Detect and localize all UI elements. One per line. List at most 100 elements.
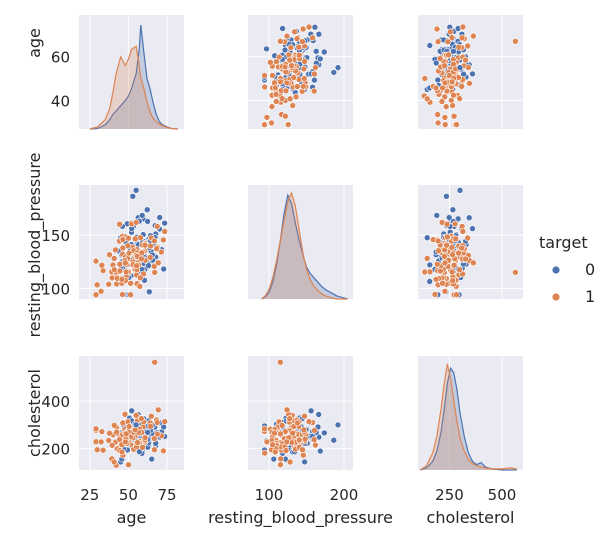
scatter-point-target-1 [512, 269, 519, 276]
scatter-point-target-0 [320, 48, 328, 56]
scatter-point-target-1 [444, 233, 451, 241]
scatter-point-target-0 [456, 64, 464, 71]
scatter-point-target-1 [434, 111, 441, 118]
scatter-point-target-1 [261, 121, 268, 128]
scatter-point-target-1 [93, 446, 101, 454]
scatter-point-target-0 [311, 76, 318, 84]
scatter-point-target-1 [300, 426, 308, 434]
scatter-point-target-1 [295, 436, 303, 444]
ylabel-age: age [25, 28, 44, 58]
scatter-point-target-1 [299, 446, 306, 454]
panel-age-vs-age [79, 15, 184, 130]
scatter-point-target-1 [286, 56, 294, 64]
ytick-label-cholesterol: 400 [41, 393, 70, 411]
scatter-point-target-0 [445, 214, 453, 221]
kde-fill-target_1 [261, 193, 348, 299]
scatter-point-target-0 [156, 214, 163, 221]
scatter-point-target-1 [125, 234, 132, 242]
scatter-point-target-1 [441, 121, 449, 128]
scatter-point-target-1 [151, 446, 158, 454]
scatter-point-target-1 [116, 267, 124, 275]
scatter-point-target-1 [300, 75, 308, 82]
scatter-point-target-1 [99, 446, 107, 454]
scatter-point-target-0 [281, 46, 289, 54]
scatter-point-target-1 [125, 423, 133, 430]
scatter-point-target-0 [263, 45, 270, 53]
scatter-point-target-0 [138, 212, 146, 219]
scatter-point-target-1 [444, 38, 452, 46]
scatter-point-target-1 [271, 84, 279, 92]
scatter-point-target-1 [160, 236, 167, 244]
scatter-point-target-1 [122, 430, 130, 438]
scatter-point-target-0 [330, 436, 338, 444]
scatter-point-target-0 [301, 458, 308, 466]
scatter-point-target-1 [139, 443, 146, 451]
scatter-point-target-1 [439, 279, 446, 287]
scatter-point-target-1 [450, 112, 458, 120]
scatter-point-target-1 [466, 80, 473, 87]
scatter-point-target-1 [97, 438, 105, 446]
scatter-point-target-1 [456, 266, 463, 274]
scatter-point-target-1 [147, 242, 154, 250]
scatter-point-target-1 [113, 428, 120, 436]
scatter-point-target-1 [277, 78, 284, 86]
scatter-point-target-1 [92, 425, 100, 433]
xlabel-cholesterol: cholesterol [427, 508, 515, 527]
scatter-point-target-1 [295, 51, 303, 59]
scatter-point-target-1 [141, 434, 149, 442]
scatter-point-target-1 [288, 62, 295, 69]
scatter-point-target-1 [284, 121, 292, 128]
scatter-point-target-1 [154, 430, 161, 438]
scatter-point-target-1 [273, 58, 280, 66]
legend-label-target-1: 1 [585, 287, 595, 306]
scatter-point-target-1 [134, 439, 141, 446]
scatter-point-target-1 [459, 228, 467, 235]
scatter-point-target-1 [92, 257, 100, 265]
scatter-point-target-1 [287, 44, 295, 51]
scatter-point-target-1 [458, 244, 466, 252]
scatter-point-target-0 [132, 187, 140, 194]
scatter-point-target-1 [283, 32, 291, 40]
scatter-point-target-1 [119, 291, 126, 298]
panel-age-vs-cholesterol [418, 15, 523, 129]
scatter-point-target-1 [133, 262, 140, 270]
scatter-point-target-1 [148, 412, 155, 420]
panel-background [418, 356, 523, 470]
scatter-point-target-1 [450, 261, 458, 269]
scatter-point-target-1 [268, 119, 275, 127]
scatter-point-target-1 [312, 64, 319, 71]
scatter-point-target-0 [279, 25, 286, 32]
scatter-point-target-1 [434, 119, 442, 127]
legend-title: target [539, 233, 588, 252]
scatter-point-target-1 [438, 98, 446, 105]
xtick-label-cholesterol: 250 [435, 486, 464, 504]
kde-fill-target_0 [89, 25, 178, 130]
scatter-point-target-1 [449, 251, 456, 258]
scatter-point-target-1 [423, 95, 431, 103]
ytick-label-age: 40 [51, 93, 70, 111]
scatter-point-target-1 [92, 291, 100, 299]
ytick-label-resting_blood_pressure: 150 [41, 227, 70, 245]
scatter-point-target-1 [449, 277, 457, 284]
scatter-point-target-1 [436, 55, 444, 62]
scatter-point-target-1 [421, 75, 429, 82]
scatter-point-target-1 [263, 438, 271, 446]
scatter-point-target-1 [311, 70, 318, 78]
scatter-point-target-1 [453, 291, 460, 299]
scatter-point-target-1 [462, 255, 469, 263]
scatter-point-target-0 [144, 218, 151, 225]
scatter-point-target-1 [286, 458, 294, 466]
scatter-point-target-1 [449, 102, 456, 109]
scatter-point-target-1 [311, 427, 318, 434]
scatter-point-target-1 [267, 58, 274, 66]
scatter-point-target-1 [283, 438, 291, 446]
xtick-label-age: 50 [119, 486, 138, 504]
scatter-point-target-1 [119, 419, 127, 427]
scatter-point-target-1 [443, 220, 451, 228]
scatter-point-target-1 [278, 421, 286, 429]
scatter-point-target-1 [263, 114, 271, 121]
xtick-label-resting_blood_pressure: 200 [330, 486, 359, 504]
scatter-point-target-1 [432, 84, 440, 92]
scatter-point-target-1 [119, 236, 127, 243]
